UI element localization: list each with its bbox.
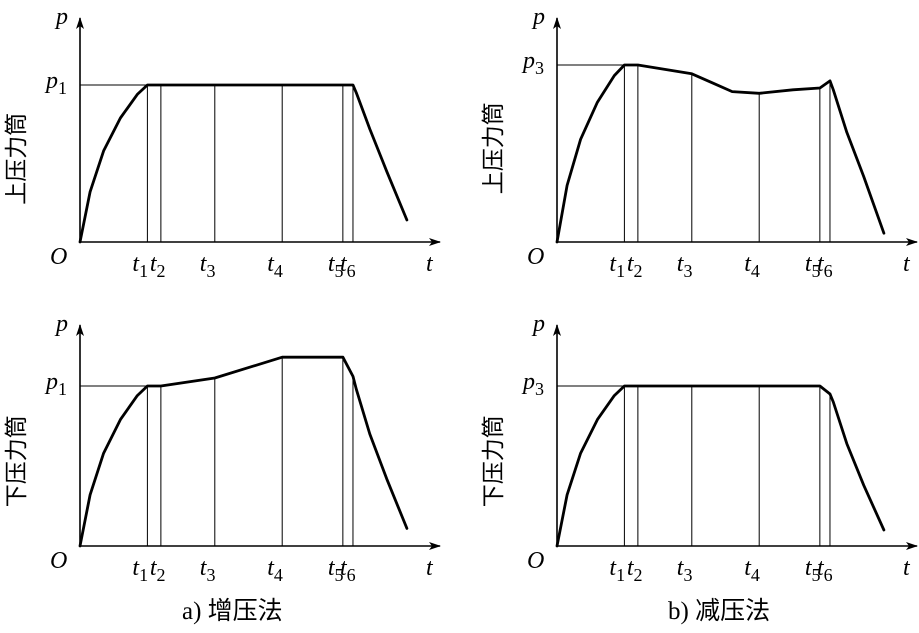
- y-axis-symbol: p: [54, 311, 68, 337]
- x-axis-symbol: t: [903, 251, 911, 277]
- tick-label-t1: t1: [609, 555, 625, 585]
- tick-label-t1: t1: [132, 555, 148, 585]
- tick-label-t3: t3: [677, 555, 693, 585]
- x-axis-symbol: t: [903, 555, 911, 581]
- tick-label-t3: t3: [200, 251, 216, 281]
- tick-label-t4: t4: [267, 555, 283, 585]
- level-label: p1: [44, 369, 67, 399]
- tick-label-t4: t4: [744, 251, 760, 281]
- y-axis-symbol: p: [54, 4, 68, 30]
- tick-label-t6: t6: [340, 555, 356, 585]
- tick-label-t5: t5: [805, 251, 821, 281]
- side-label: 下压力筒: [4, 415, 29, 507]
- x-axis-symbol: t: [426, 251, 434, 277]
- pressure-curve: [555, 384, 886, 548]
- tick-label-t4: t4: [267, 251, 283, 281]
- tick-label-t4: t4: [744, 555, 760, 585]
- tick-label-t1: t1: [132, 251, 148, 281]
- side-label: 上压力筒: [481, 102, 506, 194]
- origin-label: O: [50, 244, 67, 270]
- origin-label: O: [527, 548, 544, 574]
- tick-label-t2: t2: [627, 251, 643, 281]
- tick-label-t5: t5: [328, 555, 344, 585]
- tick-label-t6: t6: [817, 251, 833, 281]
- y-axis-symbol: p: [531, 311, 545, 337]
- tick-label-t3: t3: [200, 555, 216, 585]
- tick-label-t6: t6: [340, 251, 356, 281]
- caption-b-depressurization-method: b) 减压法: [668, 598, 771, 625]
- level-label: p3: [521, 369, 544, 399]
- origin-label: O: [50, 548, 67, 574]
- tick-label-t2: t2: [627, 555, 643, 585]
- level-label: p3: [521, 48, 544, 78]
- tick-label-t5: t5: [805, 555, 821, 585]
- y-axis-symbol: p: [531, 4, 545, 30]
- tick-label-t2: t2: [150, 251, 166, 281]
- side-label: 下压力筒: [481, 415, 506, 507]
- tick-label-t6: t6: [817, 555, 833, 585]
- level-label: p1: [44, 68, 67, 98]
- pressure-curve: [555, 63, 886, 244]
- caption-a-pressurization-method: a) 增压法: [182, 598, 283, 625]
- tick-label-t2: t2: [150, 555, 166, 585]
- tick-label-t3: t3: [677, 251, 693, 281]
- x-axis-symbol: t: [426, 555, 434, 581]
- tick-label-t1: t1: [609, 251, 625, 281]
- pressure-curve: [78, 83, 409, 244]
- side-label: 上压力筒: [4, 113, 29, 205]
- origin-label: O: [527, 244, 544, 270]
- tick-label-t5: t5: [328, 251, 344, 281]
- pressure-curve: [78, 355, 409, 548]
